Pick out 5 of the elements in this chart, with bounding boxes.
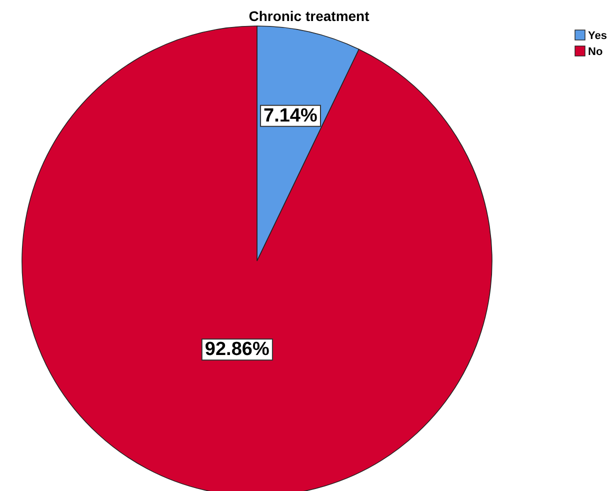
legend-label: Yes <box>588 30 607 42</box>
legend-label: No <box>588 46 603 58</box>
chart-title: Chronic treatment <box>248 8 370 24</box>
data-label: 92.86% <box>204 339 270 360</box>
data-label: 7.14% <box>264 105 318 126</box>
